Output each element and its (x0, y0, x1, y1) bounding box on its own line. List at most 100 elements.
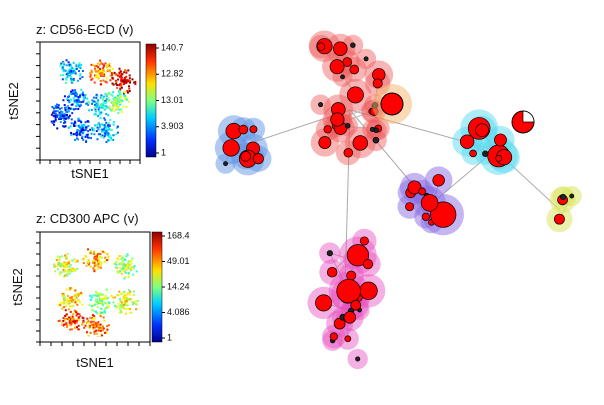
tsne-point (125, 106, 127, 108)
tsne-point (99, 68, 101, 70)
tsne-point (118, 97, 120, 99)
tsne-point (102, 329, 104, 331)
tsne-point (112, 108, 114, 110)
tsne-point (125, 70, 127, 72)
tsne-point (80, 292, 82, 294)
tsne-point (98, 296, 100, 298)
tsne-point (114, 296, 116, 298)
tsne-point (105, 71, 107, 73)
tsne-point (65, 82, 67, 84)
colorbar-label: 140.7 (161, 42, 184, 52)
tsne-point (115, 261, 117, 263)
tsne-point (106, 95, 108, 97)
tsne-point (116, 87, 118, 89)
tsne-point (131, 257, 133, 259)
tsne-point (68, 317, 70, 319)
tsne-point (74, 298, 76, 300)
tsne-point (78, 125, 80, 127)
tsne-point (109, 66, 111, 68)
tsne-point (110, 94, 112, 96)
tsne-point (106, 65, 108, 67)
tsne-point (75, 261, 77, 263)
tsne-point (65, 118, 67, 120)
tsne-point (93, 253, 95, 255)
tsne-point (106, 303, 108, 305)
tsne-point (76, 268, 78, 270)
colorbar-label: 13.01 (161, 95, 184, 105)
tsne-point (66, 59, 68, 61)
tsne-point (133, 267, 135, 269)
tsne-point (100, 97, 102, 99)
tsne-point (53, 111, 55, 113)
tsne-point (106, 332, 108, 334)
tsne-point (91, 109, 93, 111)
tsne-point (68, 318, 70, 320)
tsne-point (97, 306, 99, 308)
tsne-point (112, 68, 114, 70)
tsne-point (123, 81, 125, 83)
tsne-point (72, 299, 74, 301)
node (470, 150, 477, 157)
node (239, 125, 248, 134)
tsne-point (63, 70, 65, 72)
tsne-point (108, 106, 110, 108)
y-label: tSNE2 (10, 268, 25, 306)
node (494, 134, 506, 146)
tsne-point (107, 306, 109, 308)
tsne-point (123, 302, 125, 304)
tsne-point (74, 295, 76, 297)
tsne-point (78, 300, 80, 302)
tsne-point (66, 288, 68, 290)
tsne-point (95, 75, 97, 77)
tsne-point (85, 127, 87, 129)
tsne-point (72, 269, 74, 271)
tsne-point (87, 134, 89, 136)
tsne-point (53, 124, 55, 126)
tsne-point (55, 110, 57, 112)
node (324, 126, 332, 134)
tsne-point (91, 305, 93, 307)
tsne-point (76, 105, 78, 107)
tsne-point (89, 129, 91, 131)
tsne-point (124, 95, 126, 97)
tsne-point (65, 262, 67, 264)
tsne-point (125, 76, 127, 78)
tsne-point (92, 267, 94, 269)
tsne-point (131, 78, 133, 80)
tsne-point (75, 108, 77, 110)
tsne-point (104, 62, 106, 64)
tsne-point (78, 118, 80, 120)
node (570, 194, 574, 198)
tsne-point (82, 129, 84, 131)
tsne-point (115, 81, 117, 83)
tsne-point (58, 104, 60, 106)
node (360, 237, 368, 245)
tsne-point (117, 126, 119, 128)
tsne-point (73, 97, 75, 99)
tsne-point (93, 262, 95, 264)
tsne-point (135, 300, 137, 302)
tsne-point (120, 258, 122, 260)
tsne-point (86, 98, 88, 100)
tsne-point (59, 273, 61, 275)
tsne-point (96, 94, 98, 96)
tsne-point (74, 139, 76, 141)
tsne-point (105, 113, 107, 115)
tsne-point (83, 262, 85, 264)
tsne-point (127, 253, 129, 255)
tsne-point (120, 101, 122, 103)
tsne-point (117, 95, 119, 97)
tsne-point (90, 295, 92, 297)
tsne-point (105, 122, 107, 124)
node (344, 312, 356, 324)
tsne-point (96, 333, 98, 335)
tsne-point (78, 293, 80, 295)
tsne-point (125, 255, 127, 257)
tsne-point (104, 307, 106, 309)
tsne-point (93, 64, 95, 66)
tsne-point (87, 322, 89, 324)
tsne-point (103, 105, 105, 107)
tsne-point (125, 313, 127, 315)
tsne-point (99, 256, 101, 258)
node (373, 137, 379, 143)
